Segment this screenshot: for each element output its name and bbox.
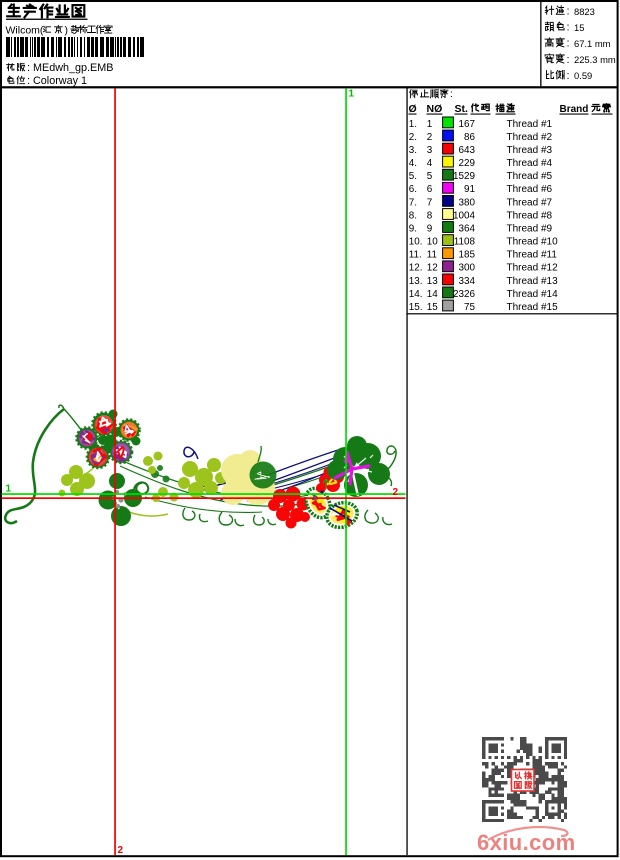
svg-text:7: 7 [427,197,433,208]
svg-text:1108: 1108 [454,237,476,248]
svg-text:Thread #15: Thread #15 [507,302,559,313]
svg-text:1529: 1529 [453,171,475,182]
svg-text:Thread #11: Thread #11 [507,250,558,261]
svg-text:8.: 8. [409,210,417,221]
svg-text:13: 13 [427,276,438,287]
svg-text:1: 1 [6,484,12,495]
svg-text:Thread #3: Thread #3 [507,145,553,156]
svg-text:Thread #2: Thread #2 [507,132,553,143]
svg-text:Thread #1: Thread #1 [507,119,553,130]
svg-text:334: 334 [459,276,476,287]
svg-text:Thread #6: Thread #6 [507,184,553,195]
svg-text:67.1 mm: 67.1 mm [574,38,611,49]
svg-text:Thread #7: Thread #7 [507,197,553,208]
svg-text:Thread #5: Thread #5 [507,171,553,182]
svg-text:Colorway 1: Colorway 1 [33,75,87,87]
svg-text:300: 300 [459,263,476,274]
svg-text::: : [27,75,30,87]
svg-text:12.: 12. [409,263,423,274]
svg-text:4.: 4. [409,158,417,169]
svg-text:14.: 14. [409,289,423,300]
svg-text:): ) [65,25,69,37]
svg-text:NØ: NØ [427,103,443,115]
svg-text:Thread #14: Thread #14 [507,289,559,300]
svg-text:Thread #4: Thread #4 [507,158,553,169]
svg-text::: : [567,6,570,18]
svg-text:5.: 5. [409,171,417,182]
svg-text:380: 380 [459,197,476,208]
svg-text:1: 1 [349,89,355,100]
svg-text:MEdwh_gp.EMB: MEdwh_gp.EMB [33,62,113,74]
svg-text:5: 5 [427,171,433,182]
svg-text:3: 3 [427,145,433,156]
svg-text:13.: 13. [409,276,423,287]
svg-text:75: 75 [464,302,475,313]
svg-text:Thread #9: Thread #9 [507,223,553,234]
svg-text::: : [567,22,570,34]
svg-text:Thread #10: Thread #10 [507,237,559,248]
svg-text:7.: 7. [409,197,417,208]
svg-text:2326: 2326 [453,289,475,300]
svg-text:643: 643 [459,145,476,156]
svg-text:Thread #8: Thread #8 [507,210,553,221]
svg-text::: : [27,62,30,74]
svg-text::: : [567,70,570,82]
svg-text:2: 2 [427,132,433,143]
svg-text:Thread #12: Thread #12 [507,263,559,274]
svg-text::: : [450,88,453,100]
svg-text:91: 91 [464,184,475,195]
svg-text:2: 2 [393,487,399,498]
svg-text:6: 6 [427,184,433,195]
svg-text:6.: 6. [409,184,417,195]
svg-text:1004: 1004 [453,210,475,221]
svg-text:Wilcom(: Wilcom( [6,25,44,37]
svg-text:8: 8 [427,210,433,221]
svg-text:185: 185 [459,250,476,261]
svg-text:229: 229 [459,158,476,169]
svg-text:9: 9 [427,223,433,234]
svg-text:14: 14 [427,289,438,300]
svg-text:86: 86 [464,132,475,143]
svg-text:Brand: Brand [560,104,589,115]
svg-text:Thread #13: Thread #13 [507,276,559,287]
svg-text:364: 364 [459,223,476,234]
svg-text:2: 2 [118,845,124,856]
svg-text::: : [567,38,570,50]
svg-text:11: 11 [427,250,438,261]
svg-text:8823: 8823 [574,6,595,17]
svg-text:9.: 9. [409,223,417,234]
svg-text:6xiu.com: 6xiu.com [477,830,576,855]
svg-text:1: 1 [427,119,433,130]
svg-text:Ø: Ø [409,103,417,115]
svg-text:St.: St. [455,103,469,115]
svg-text:15: 15 [574,22,584,33]
svg-text:10: 10 [427,237,438,248]
svg-text:1.: 1. [409,119,417,130]
svg-text:4: 4 [427,158,433,169]
svg-text:167: 167 [459,119,475,130]
svg-text:10.: 10. [409,237,423,248]
svg-text:11.: 11. [409,250,422,261]
svg-text:15: 15 [427,302,438,313]
svg-text:3.: 3. [409,145,417,156]
svg-text:12: 12 [427,263,438,274]
svg-text:225.3 mm: 225.3 mm [574,54,616,65]
svg-text:15.: 15. [409,302,423,313]
svg-text:2.: 2. [409,132,417,143]
svg-text:0.59: 0.59 [574,70,592,81]
svg-text::: : [567,54,570,66]
